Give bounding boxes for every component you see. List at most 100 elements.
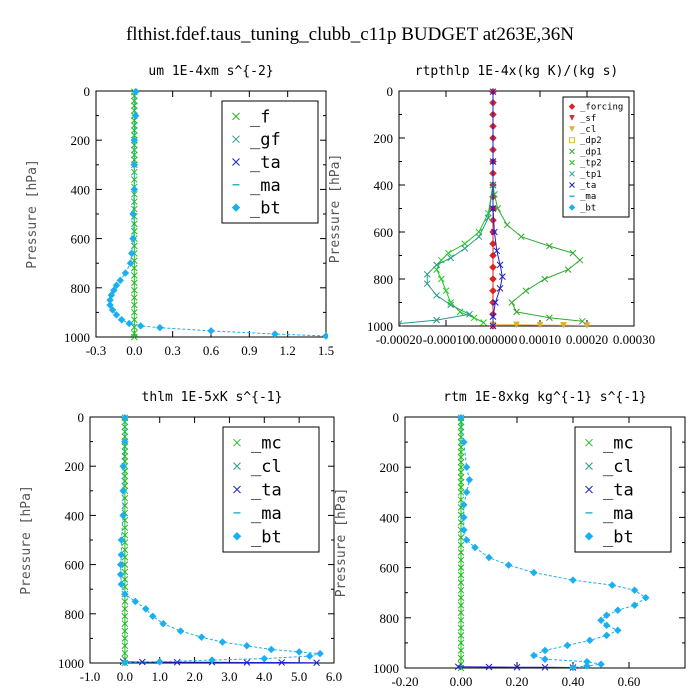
- series-dp1-point: [522, 287, 530, 295]
- series-bt-point: [119, 462, 127, 471]
- series-bt-point: [602, 611, 611, 620]
- y-axis-label: Pressure [hPa]: [19, 485, 34, 595]
- series-bt-point: [131, 87, 140, 96]
- series-mc-point: [457, 541, 465, 549]
- series-mc-point: [457, 468, 465, 476]
- series-forcing-point: [489, 286, 497, 295]
- series-mc-point: [457, 571, 465, 579]
- series-bt-point: [243, 641, 251, 650]
- legend-box: [562, 96, 630, 218]
- series-dp1-point: [546, 314, 553, 322]
- x-tick-label: 0.3: [165, 343, 181, 358]
- series-f-point: [130, 131, 138, 139]
- series-mc-point: [457, 473, 465, 481]
- series-ta-point: [496, 261, 504, 269]
- series-bt-point: [641, 593, 650, 602]
- series-tp1-point: [433, 316, 440, 324]
- legend-label: _bt: [580, 203, 596, 213]
- y-tick-label: 1000: [367, 319, 393, 334]
- series-ta-point: [541, 663, 549, 671]
- legend-label: _gf: [250, 130, 281, 150]
- legend-marker: [232, 158, 240, 166]
- series-mc-point: [121, 635, 129, 642]
- series-bt-point: [529, 568, 538, 577]
- series-bt-point: [208, 656, 216, 664]
- plot-data: [454, 413, 650, 672]
- series-mc-point: [121, 642, 129, 650]
- legend-box: [574, 426, 672, 553]
- y-tick-label: 400: [71, 182, 91, 197]
- series-tp1-point: [423, 270, 431, 278]
- series-tp2-point: [456, 308, 464, 316]
- legend-label: _tp2: [580, 159, 602, 169]
- series-tp1-point: [475, 233, 483, 241]
- series-forcing-point: [489, 216, 497, 225]
- series-bt-point: [106, 301, 114, 309]
- series-dp1-point: [578, 317, 586, 325]
- series-tp2: [433, 181, 497, 326]
- series-tp2-point: [480, 319, 487, 326]
- y-tick-label: 600: [65, 558, 85, 573]
- series-bt-point: [117, 315, 126, 324]
- series-tp1-point: [466, 310, 473, 318]
- series-f-point: [130, 97, 138, 105]
- series-mc-point: [457, 418, 465, 426]
- y-tick-label: 0: [387, 84, 394, 99]
- series-f-point: [130, 127, 138, 134]
- series-bt-point: [218, 638, 227, 646]
- series-bt-point: [155, 657, 164, 666]
- series-f-point: [130, 286, 138, 294]
- series-mc-point: [457, 448, 465, 456]
- series-dp1-point: [564, 266, 572, 273]
- series-bt: [106, 87, 328, 340]
- series-ta: [489, 88, 506, 330]
- series-mc-point: [457, 556, 465, 564]
- series-forcing-point: [489, 251, 497, 260]
- chart-title: rtpthlp 1E-4x(kg K)/(kg s): [415, 64, 619, 79]
- x-tick-label: 3.0: [221, 669, 237, 684]
- series-f-point: [130, 316, 138, 324]
- x-tick-label: 0.6: [203, 343, 220, 358]
- series-ta-point: [489, 322, 497, 330]
- legend-label: _ma: [250, 176, 281, 196]
- series-bt-point: [130, 136, 139, 145]
- series-bt-point: [459, 513, 468, 522]
- series-cl-point: [560, 322, 567, 329]
- series-mc-point: [457, 594, 465, 602]
- series-cl-point: [536, 321, 544, 329]
- legend-label: _bt: [250, 199, 281, 219]
- y-axis-label: Pressure [hPa]: [328, 154, 343, 264]
- x-tick-label: 1.2: [280, 343, 296, 358]
- legend-marker: [569, 126, 575, 133]
- series-f-point: [130, 294, 138, 301]
- series-tp2-point: [470, 314, 478, 322]
- legend-marker: [568, 204, 576, 211]
- series-bt-point: [569, 576, 577, 585]
- series-bt-point: [459, 526, 468, 534]
- series-bt-point: [176, 627, 185, 635]
- x-tick-label: 0.0: [117, 669, 133, 684]
- series-bt-point: [613, 606, 622, 615]
- legend-marker: [585, 485, 593, 494]
- series-f-point: [130, 122, 138, 129]
- series-bt-point: [485, 553, 493, 562]
- series-cl-point: [513, 321, 520, 329]
- legend-marker: [233, 485, 241, 494]
- legend-label: _f: [250, 107, 270, 127]
- legend: _f _gf _ta _ma _bt: [221, 100, 319, 224]
- legend-marker: [585, 438, 593, 447]
- series-ta-point: [485, 663, 493, 671]
- legend-label: _ta: [250, 153, 281, 173]
- series-bt-point: [541, 655, 549, 664]
- series-mc-point: [457, 632, 465, 639]
- legend-box: [222, 426, 320, 553]
- series-bt-point: [156, 323, 164, 332]
- series-bt-point: [116, 276, 125, 285]
- series-bt-point: [583, 662, 591, 670]
- series-bt-point: [602, 621, 611, 630]
- series-bt-point: [602, 631, 611, 640]
- x-tick-label: 1.5: [318, 343, 334, 358]
- series-bt: [457, 413, 650, 672]
- y-tick-label: 800: [374, 272, 394, 287]
- x-tick-label: 6.0: [326, 669, 342, 684]
